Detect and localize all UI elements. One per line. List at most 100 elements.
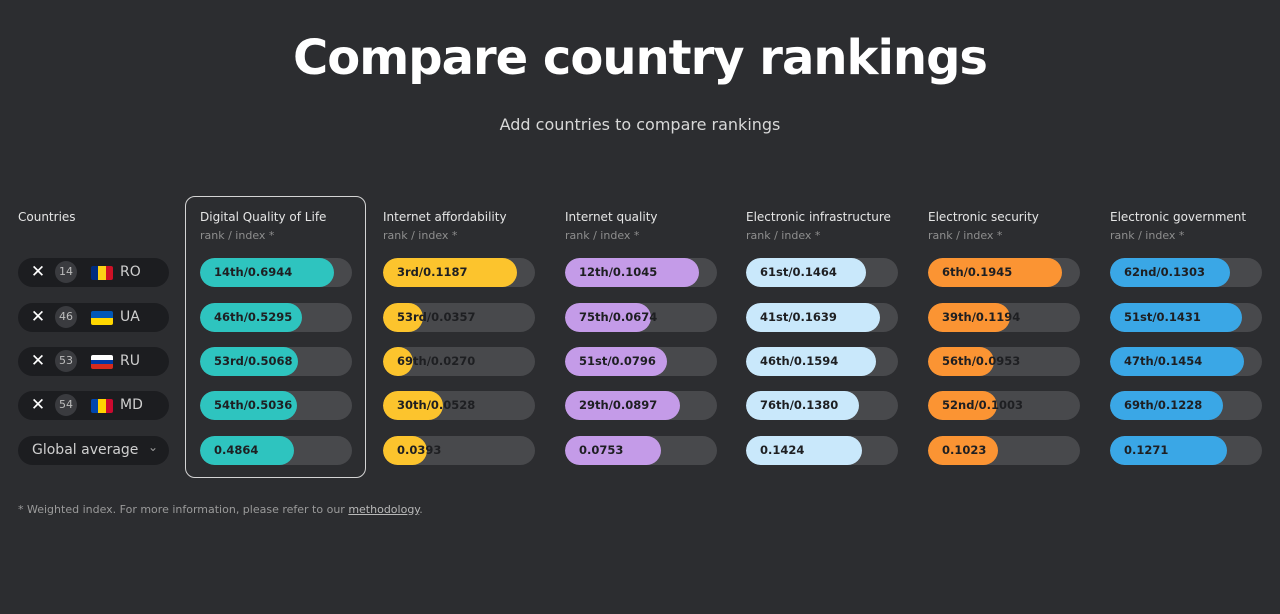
page-subtitle: Add countries to compare rankings [499, 115, 781, 134]
column-subtitle: rank / index * [746, 229, 821, 242]
global-average-select[interactable]: Global average ⌄ [18, 436, 169, 465]
bar-fill [200, 258, 334, 287]
bar-fill [1110, 347, 1244, 376]
flag-icon [91, 311, 113, 325]
bar-fill [1110, 258, 1230, 287]
column-title: Internet quality [565, 210, 658, 224]
country-row-md: ✕ 54 MD [18, 391, 169, 420]
bar-track: 3rd/0.1187 [383, 258, 535, 287]
bar-fill [1110, 391, 1223, 420]
bar-fill [383, 436, 428, 465]
bar-value-label: 76th/0.1380 [760, 398, 839, 412]
column-header-digital-quality-of-life: Digital Quality of Life rank / index * [200, 210, 370, 242]
column-title: Electronic security [928, 210, 1039, 224]
bar-value-label: 62nd/0.1303 [1124, 265, 1205, 279]
column-title: Digital Quality of Life [200, 210, 327, 224]
close-icon[interactable]: ✕ [30, 262, 46, 282]
bar-fill [746, 258, 866, 287]
bar-track: 76th/0.1380 [746, 391, 898, 420]
bar-value-label: 0.0753 [579, 443, 624, 457]
bar-value-label: 52nd/0.1003 [942, 398, 1023, 412]
country-rank-badge: 46 [55, 306, 77, 328]
bar-value-label: 46th/0.1594 [760, 354, 839, 368]
bar-fill [746, 391, 859, 420]
bar-value-label: 0.1424 [760, 443, 805, 457]
bar-fill [746, 436, 863, 465]
bar-value-label: 12th/0.1045 [579, 265, 658, 279]
country-row-ua: ✕ 46 UA [18, 303, 169, 332]
bar-value-label: 0.1023 [942, 443, 987, 457]
country-row-ro: ✕ 14 RO [18, 258, 169, 287]
bar-fill [565, 391, 680, 420]
bar-fill [928, 347, 994, 376]
bar-value-label: 6th/0.1945 [942, 265, 1013, 279]
bar-track: 61st/0.1464 [746, 258, 898, 287]
country-rank-badge: 53 [55, 350, 77, 372]
bar-value-label: 39th/0.1194 [942, 310, 1021, 324]
country-code: RO [120, 264, 141, 280]
bar-track: 0.0753 [565, 436, 717, 465]
bar-track: 39th/0.1194 [928, 303, 1080, 332]
bar-value-label: 75th/0.0674 [579, 310, 658, 324]
bar-value-label: 51st/0.0796 [579, 354, 656, 368]
bar-fill [565, 303, 652, 332]
bar-value-label: 0.4864 [214, 443, 259, 457]
bar-fill [200, 436, 294, 465]
bar-track: 30th/0.0528 [383, 391, 535, 420]
bar-track: 46th/0.1594 [746, 347, 898, 376]
country-code: MD [120, 397, 143, 413]
bar-fill [1110, 436, 1227, 465]
bar-value-label: 0.1271 [1124, 443, 1169, 457]
bar-fill [928, 391, 997, 420]
bar-value-label: 41st/0.1639 [760, 310, 837, 324]
bar-value-label: 69th/0.1228 [1124, 398, 1203, 412]
global-average-label: Global average [32, 442, 139, 458]
bar-fill [746, 303, 880, 332]
bar-track: 0.4864 [200, 436, 352, 465]
column-header-internet-quality: Internet quality rank / index * [565, 210, 735, 242]
chevron-down-icon: ⌄ [148, 440, 159, 454]
bar-track: 56th/0.0953 [928, 347, 1080, 376]
bar-value-label: 0.0393 [397, 443, 442, 457]
flag-icon [91, 355, 113, 369]
column-title: Electronic government [1110, 210, 1247, 224]
column-header-electronic-security: Electronic security rank / index * [928, 210, 1098, 242]
country-row-ru: ✕ 53 RU [18, 347, 169, 376]
column-subtitle: rank / index * [928, 229, 1003, 242]
bar-track: 0.1023 [928, 436, 1080, 465]
bar-value-label: 51st/0.1431 [1124, 310, 1201, 324]
column-subtitle: rank / index * [565, 229, 640, 242]
close-icon[interactable]: ✕ [30, 307, 46, 327]
bar-track: 0.0393 [383, 436, 535, 465]
bar-fill [565, 258, 699, 287]
column-header-electronic-government: Electronic government rank / index * [1110, 210, 1280, 242]
bar-track: 6th/0.1945 [928, 258, 1080, 287]
flag-icon [91, 266, 113, 280]
bar-track: 54th/0.5036 [200, 391, 352, 420]
flag-icon [91, 399, 113, 413]
bar-value-label: 29th/0.0897 [579, 398, 658, 412]
bar-value-label: 14th/0.6944 [214, 265, 293, 279]
column-title: Internet affordability [383, 210, 507, 224]
bar-track: 29th/0.0897 [565, 391, 717, 420]
methodology-link[interactable]: methodology [348, 503, 420, 516]
country-rank-badge: 14 [55, 261, 77, 283]
bar-track: 75th/0.0674 [565, 303, 717, 332]
bar-track: 47th/0.1454 [1110, 347, 1262, 376]
bar-track: 12th/0.1045 [565, 258, 717, 287]
close-icon[interactable]: ✕ [30, 395, 46, 415]
bar-fill [928, 258, 1062, 287]
column-header-internet-affordability: Internet affordability rank / index * [383, 210, 553, 242]
bar-fill [383, 391, 443, 420]
bar-track: 69th/0.0270 [383, 347, 535, 376]
bar-value-label: 46th/0.5295 [214, 310, 293, 324]
country-rank-badge: 54 [55, 394, 77, 416]
bar-track: 69th/0.1228 [1110, 391, 1262, 420]
column-header-electronic-infrastructure: Electronic infrastructure rank / index * [746, 210, 916, 242]
bar-track: 0.1424 [746, 436, 898, 465]
bar-track: 51st/0.0796 [565, 347, 717, 376]
bar-track: 14th/0.6944 [200, 258, 352, 287]
bar-value-label: 53rd/0.0357 [397, 310, 476, 324]
close-icon[interactable]: ✕ [30, 351, 46, 371]
